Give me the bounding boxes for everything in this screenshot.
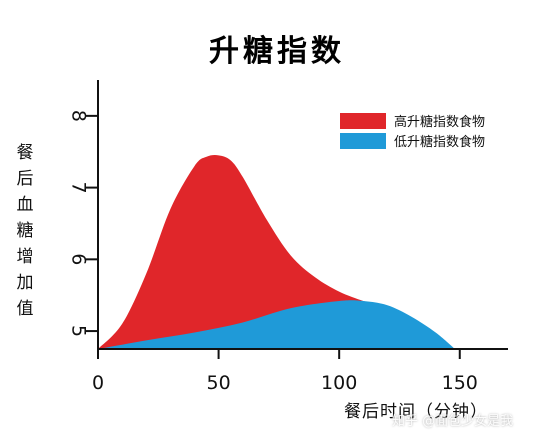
- x-tick-label: 150: [442, 372, 478, 394]
- legend-label: 低升糖指数食物: [394, 134, 485, 150]
- legend-swatch: [340, 133, 386, 149]
- y-tick-label: 8: [68, 110, 90, 122]
- x-tick-label: 0: [92, 372, 104, 394]
- series-area-high-gi: [98, 155, 376, 349]
- x-tick-label: 100: [321, 372, 357, 394]
- legend-label: 高升糖指数食物: [394, 114, 485, 130]
- x-tick-label: 50: [206, 372, 230, 394]
- watermark-text: 知乎 @面包少女是我: [392, 414, 514, 429]
- legend-swatch: [340, 113, 386, 129]
- chart-title: 升糖指数: [209, 34, 345, 69]
- y-tick-label: 7: [68, 182, 90, 194]
- x-axis-label: 餐后时间（分钟）: [344, 402, 488, 422]
- series-area-low-gi: [98, 300, 455, 349]
- y-tick-label: 6: [68, 253, 90, 265]
- y-tick-label: 5: [68, 325, 90, 337]
- y-axis-label: 餐后血糖增加值: [16, 143, 34, 319]
